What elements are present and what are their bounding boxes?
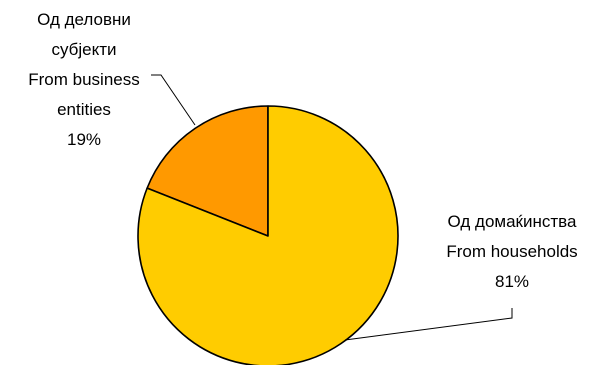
households-label-line-1: Од домаќинства bbox=[448, 212, 577, 231]
households-leader-line bbox=[344, 308, 513, 341]
business-label-line-1: Од деловни bbox=[37, 10, 131, 29]
business-slice-label: Од деловни субјекти From business entiti… bbox=[28, 10, 139, 149]
households-slice-label: Од домаќинства From households 81% bbox=[446, 212, 577, 291]
households-label-line-2: From households bbox=[446, 242, 577, 261]
business-value-label: 19% bbox=[67, 130, 101, 149]
households-value-label: 81% bbox=[495, 272, 529, 291]
business-leader-line bbox=[151, 74, 196, 126]
business-label-line-4: entities bbox=[57, 100, 111, 119]
pie-slices bbox=[137, 105, 399, 365]
business-label-line-2: субјекти bbox=[51, 40, 116, 59]
business-label-line-3: From business bbox=[28, 70, 139, 89]
pie-slice-households bbox=[137, 105, 399, 365]
pie-slice-business-entities bbox=[146, 105, 269, 237]
